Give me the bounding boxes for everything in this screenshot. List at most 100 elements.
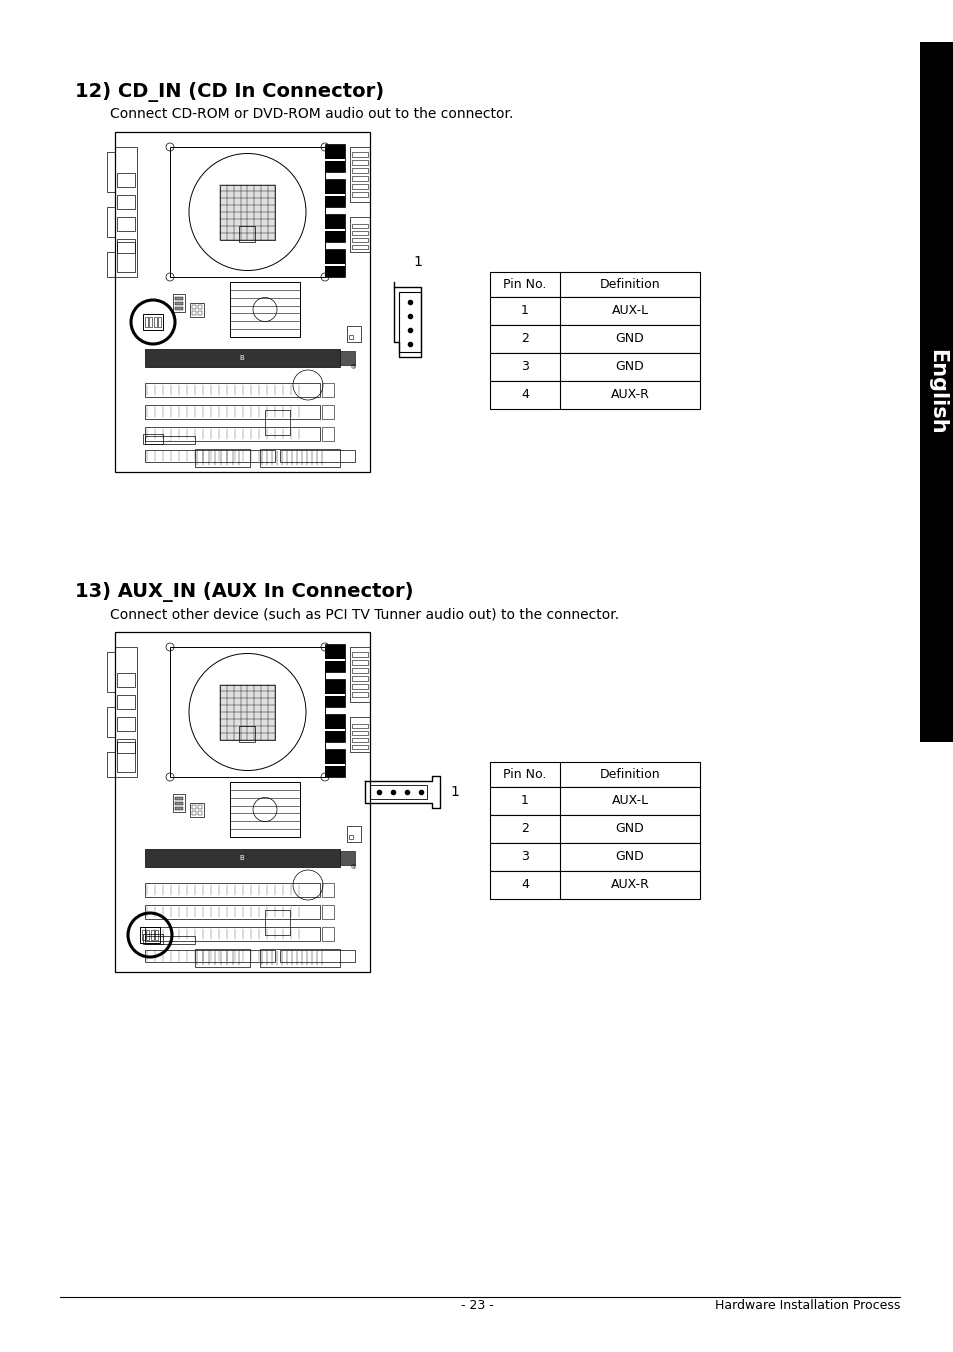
Text: AUX-L: AUX-L xyxy=(611,795,648,807)
Text: B: B xyxy=(239,356,244,361)
Bar xyxy=(174,802,183,804)
Bar xyxy=(325,694,345,696)
Bar xyxy=(239,726,255,742)
Bar xyxy=(352,192,368,197)
Bar xyxy=(325,644,345,672)
Text: AUX-L: AUX-L xyxy=(611,304,648,318)
Bar xyxy=(147,930,150,940)
Bar xyxy=(325,228,345,231)
Bar xyxy=(325,249,345,277)
Bar xyxy=(107,151,115,192)
Bar xyxy=(142,930,145,940)
Bar xyxy=(352,176,368,181)
Bar xyxy=(322,427,334,441)
Bar xyxy=(190,803,204,817)
Bar xyxy=(490,844,700,871)
Text: 1: 1 xyxy=(520,795,528,807)
Bar xyxy=(352,160,368,165)
Text: Connect CD-ROM or DVD-ROM audio out to the connector.: Connect CD-ROM or DVD-ROM audio out to t… xyxy=(110,107,513,120)
Text: ...: ... xyxy=(168,438,172,442)
Bar xyxy=(117,742,135,772)
Bar xyxy=(352,745,368,749)
Bar xyxy=(192,306,195,310)
Bar xyxy=(174,307,183,310)
Bar xyxy=(117,695,135,708)
Bar xyxy=(260,949,339,967)
Bar xyxy=(174,301,183,306)
Text: 3: 3 xyxy=(520,361,528,373)
Bar xyxy=(115,648,137,777)
Text: 2: 2 xyxy=(520,822,528,836)
Text: AUX-R: AUX-R xyxy=(610,388,649,402)
Bar xyxy=(325,264,345,266)
Bar xyxy=(150,316,152,327)
Bar xyxy=(352,676,368,681)
Text: AUX-R: AUX-R xyxy=(610,879,649,891)
Text: Pin No.: Pin No. xyxy=(503,768,546,781)
Bar xyxy=(145,383,319,397)
Bar xyxy=(490,787,700,815)
Text: Connect other device (such as PCI TV Tunner audio out) to the connector.: Connect other device (such as PCI TV Tun… xyxy=(110,607,618,621)
Bar xyxy=(115,147,137,277)
Bar xyxy=(158,316,161,327)
Bar xyxy=(143,934,163,944)
Bar xyxy=(174,807,183,810)
Text: GND: GND xyxy=(615,822,643,836)
Bar xyxy=(145,450,274,462)
Bar xyxy=(107,752,115,777)
Bar xyxy=(145,927,319,941)
Bar xyxy=(490,381,700,410)
Bar xyxy=(339,352,355,365)
Bar xyxy=(352,168,368,173)
Text: ...: ... xyxy=(168,938,172,942)
Bar xyxy=(350,648,370,702)
Bar xyxy=(145,950,274,963)
Bar xyxy=(325,193,345,196)
Bar xyxy=(192,804,195,808)
Bar xyxy=(322,883,334,896)
Bar xyxy=(352,731,368,735)
Bar xyxy=(117,239,135,253)
Bar xyxy=(239,226,255,242)
Bar xyxy=(352,652,368,657)
Bar xyxy=(325,764,345,765)
Bar xyxy=(117,242,135,272)
Text: 13) AUX_IN (AUX In Connector): 13) AUX_IN (AUX In Connector) xyxy=(75,581,413,602)
Bar xyxy=(349,335,353,339)
Bar xyxy=(107,652,115,692)
Bar xyxy=(322,383,334,397)
Bar xyxy=(145,316,148,327)
Bar xyxy=(352,660,368,665)
Bar xyxy=(325,145,345,172)
Bar xyxy=(107,207,115,237)
Bar xyxy=(322,406,334,419)
Bar xyxy=(117,740,135,753)
Bar xyxy=(143,434,163,443)
Bar xyxy=(170,648,325,777)
Bar xyxy=(117,173,135,187)
Bar xyxy=(349,836,353,840)
Text: 12) CD_IN (CD In Connector): 12) CD_IN (CD In Connector) xyxy=(75,82,384,101)
Bar xyxy=(352,224,368,228)
Bar xyxy=(192,811,195,815)
Bar xyxy=(490,763,700,787)
Bar xyxy=(140,927,160,942)
Bar xyxy=(352,738,368,742)
Bar xyxy=(322,904,334,919)
Bar xyxy=(153,316,157,327)
Text: Definition: Definition xyxy=(599,279,659,291)
Bar xyxy=(350,717,370,752)
Bar xyxy=(145,406,319,419)
Text: - 23 -: - 23 - xyxy=(460,1299,493,1311)
Bar xyxy=(230,781,299,837)
Bar xyxy=(490,272,700,297)
Bar xyxy=(192,311,195,315)
Bar xyxy=(370,786,427,799)
Bar xyxy=(145,349,339,366)
Bar xyxy=(352,184,368,189)
Bar xyxy=(198,311,202,315)
Bar xyxy=(325,679,345,707)
Bar xyxy=(198,811,202,815)
Bar xyxy=(325,729,345,731)
Bar xyxy=(107,707,115,737)
